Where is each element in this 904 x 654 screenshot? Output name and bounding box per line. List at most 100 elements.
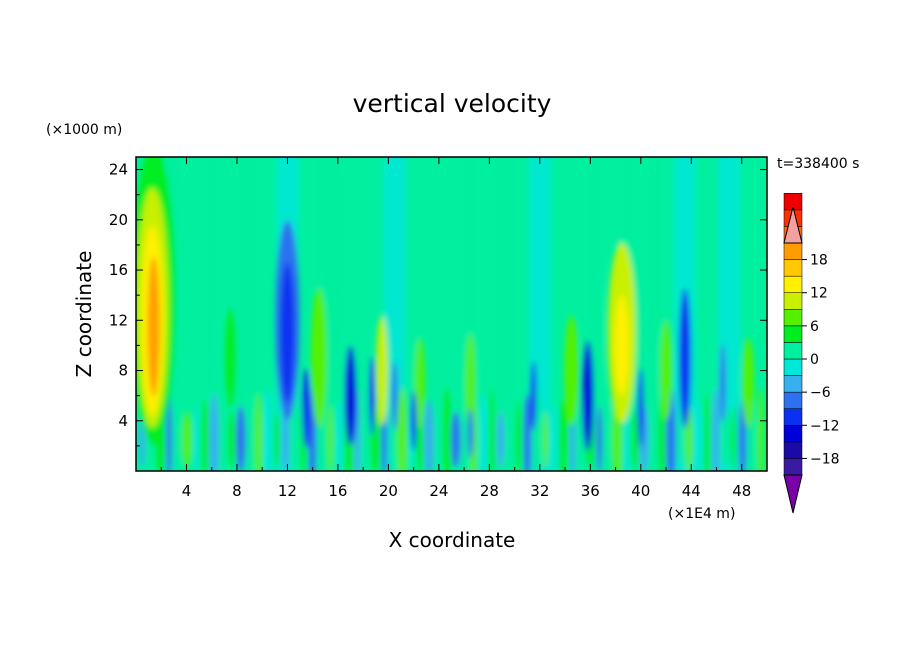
downdraft-column <box>637 368 644 449</box>
field-streak <box>201 399 210 471</box>
field-streak <box>219 387 226 471</box>
x-axis-title: X coordinate <box>389 528 516 552</box>
updraft-column <box>465 333 476 434</box>
colorbar-tick-label: 12 <box>810 286 828 302</box>
x-tick-label: 32 <box>530 482 549 500</box>
field-streak <box>281 405 290 471</box>
downdraft-column <box>368 355 375 436</box>
colorbar-bin <box>783 408 803 426</box>
y-tick-label: 24 <box>109 161 128 179</box>
colorbar-tick-label: 18 <box>810 253 828 269</box>
y-axis-title: Z coordinate <box>72 251 96 378</box>
field-streak <box>362 411 371 468</box>
y-axis: 4 8 12 16 20 24 <box>109 161 767 447</box>
field-streak <box>434 393 441 471</box>
field-streak <box>235 405 246 471</box>
downdraft-column <box>530 360 537 431</box>
x-tick-label: 48 <box>732 482 751 500</box>
colorbar-tick-label: −6 <box>810 385 831 401</box>
updraft-column <box>376 315 389 426</box>
field-streak <box>424 399 435 471</box>
updraft-column <box>310 287 327 428</box>
y-unit-label: (×1000 m) <box>46 122 122 138</box>
colorbar-bin <box>783 309 803 327</box>
downdraft-column <box>391 360 398 431</box>
field-streak <box>246 399 253 471</box>
field-streak <box>711 387 720 471</box>
field-streak <box>757 387 764 471</box>
colorbar-bin <box>783 375 803 393</box>
colorbar-bin <box>783 425 803 443</box>
field-band <box>199 157 221 471</box>
field-streak <box>208 393 219 471</box>
field-streak <box>550 405 559 471</box>
colorbar-tick-label: −18 <box>810 451 840 467</box>
x-tick-label: 16 <box>328 482 347 500</box>
colorbar-bin <box>783 242 803 260</box>
field-streak <box>254 393 263 471</box>
x-tick-label: 40 <box>631 482 650 500</box>
plot-frame <box>135 156 768 472</box>
x-tick-label: 44 <box>682 482 701 500</box>
field-streak <box>174 387 183 471</box>
x-tick-label: 12 <box>278 482 297 500</box>
field-streak <box>523 393 532 471</box>
y-tick-label: 4 <box>118 412 128 430</box>
downdraft-column <box>719 343 726 424</box>
colorbar-bin <box>783 342 803 360</box>
updraft-column <box>414 338 425 429</box>
chart-title: vertical velocity <box>353 89 552 118</box>
y-tick-label: 20 <box>109 211 128 229</box>
downdraft-column <box>467 408 474 459</box>
field-streak <box>450 411 461 468</box>
y-tick-label: 8 <box>118 362 128 380</box>
plot-area <box>136 157 767 471</box>
field-streak <box>488 387 495 471</box>
updraft-column <box>564 315 579 426</box>
field-streak <box>558 399 569 471</box>
field-streak <box>273 411 280 468</box>
x-tick-label: 8 <box>232 482 242 500</box>
field-streak <box>193 405 200 471</box>
downdraft-column <box>678 287 691 428</box>
field-streak <box>335 399 344 471</box>
field-streak <box>604 399 613 471</box>
x-tick-label: 4 <box>182 482 192 500</box>
colorbar-max-arrow <box>783 206 803 244</box>
colorbar-bin <box>783 458 803 476</box>
field-streak <box>397 387 408 471</box>
colorbar-bin <box>783 325 803 343</box>
field-streak <box>515 399 522 471</box>
time-label: t=338400 s <box>777 156 859 172</box>
field-streak <box>703 393 710 471</box>
x-tick-label: 28 <box>480 482 499 500</box>
field-streak <box>477 393 488 471</box>
downdraft-column <box>344 345 357 446</box>
field-streak <box>631 411 640 468</box>
field-band <box>489 157 521 471</box>
updraft-column <box>224 307 237 408</box>
colorbar-tick-label: −12 <box>810 418 840 434</box>
field-streak <box>327 405 334 471</box>
field-streak <box>650 399 657 471</box>
field-streak <box>496 411 505 468</box>
velocity-field <box>136 157 764 471</box>
field-streak <box>182 411 193 468</box>
x-tick-label: 24 <box>429 482 448 500</box>
downdraft-column <box>280 262 295 403</box>
field-streak <box>461 405 468 471</box>
field-streak <box>542 411 549 468</box>
y-tick-label: 16 <box>109 261 128 279</box>
field-streak <box>596 405 603 471</box>
field-streak <box>227 411 236 468</box>
field-streak <box>442 387 451 471</box>
x-tick-label: 20 <box>379 482 398 500</box>
colorbar-tick-label: 0 <box>810 352 819 368</box>
colorbar-bin <box>783 441 803 459</box>
downdraft-column <box>410 390 417 451</box>
colorbar-bin <box>783 259 803 277</box>
downdraft-column <box>581 340 594 451</box>
updraft-column <box>742 338 755 429</box>
field-streak <box>166 393 173 471</box>
x-unit-label: (×1E4 m) <box>668 506 735 522</box>
